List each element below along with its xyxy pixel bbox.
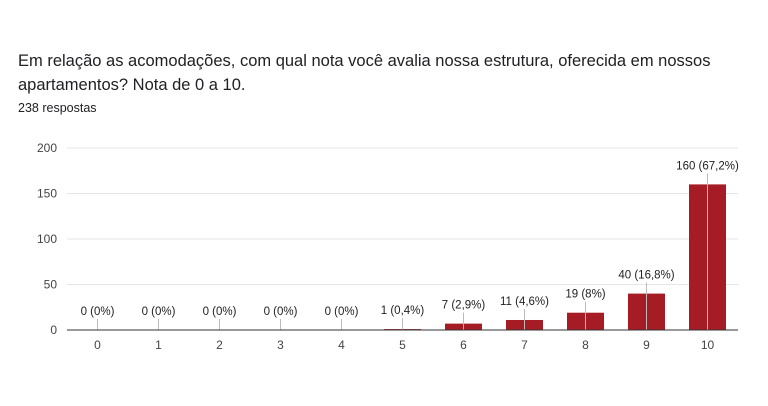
- gridlines: [67, 147, 738, 285]
- data-label: 0 (0%): [142, 306, 176, 318]
- x-tick-label: 4: [338, 338, 345, 352]
- x-tick-label: 5: [399, 338, 406, 352]
- data-label: 0 (0%): [203, 306, 237, 318]
- data-label: 7 (2,9%): [442, 300, 486, 312]
- x-tick-label: 8: [582, 338, 589, 352]
- question-title: Em relação as acomodações, com qual nota…: [18, 52, 711, 94]
- bars: 0 (0%) 0 (0%) 0 (0%) 0 (0%) 0 (0%) 1 (0,4%) 7 …: [81, 160, 739, 330]
- x-tick-label: 6: [460, 338, 467, 352]
- x-tick-label: 9: [643, 338, 650, 352]
- x-axis-ticks: 0 1 2 3 4 5 6 7 8 9 10: [94, 338, 714, 352]
- x-tick-label: 2: [216, 338, 223, 352]
- y-tick-label: 200: [37, 141, 57, 155]
- y-tick-label: 0: [50, 323, 57, 337]
- data-label: 160 (67,2%): [676, 160, 739, 172]
- data-label: 19 (8%): [565, 289, 605, 301]
- y-tick-label: 50: [44, 278, 58, 292]
- data-label: 1 (0,4%): [381, 305, 425, 317]
- y-tick-label: 100: [37, 232, 57, 246]
- data-label: 40 (16,8%): [618, 270, 674, 282]
- x-tick-label: 7: [521, 338, 528, 352]
- data-label: 0 (0%): [81, 306, 115, 318]
- data-label: 0 (0%): [264, 306, 298, 318]
- x-tick-label: 1: [155, 338, 162, 352]
- response-count: 238 respostas: [18, 101, 97, 115]
- data-label: 11 (4,6%): [500, 296, 549, 308]
- data-label: 0 (0%): [325, 306, 359, 318]
- y-tick-label: 150: [37, 187, 57, 201]
- x-tick-label: 10: [701, 338, 715, 352]
- x-tick-label: 0: [94, 338, 101, 352]
- x-tick-label: 3: [277, 338, 284, 352]
- y-axis-ticks: 0 50 100 150 200: [37, 141, 57, 337]
